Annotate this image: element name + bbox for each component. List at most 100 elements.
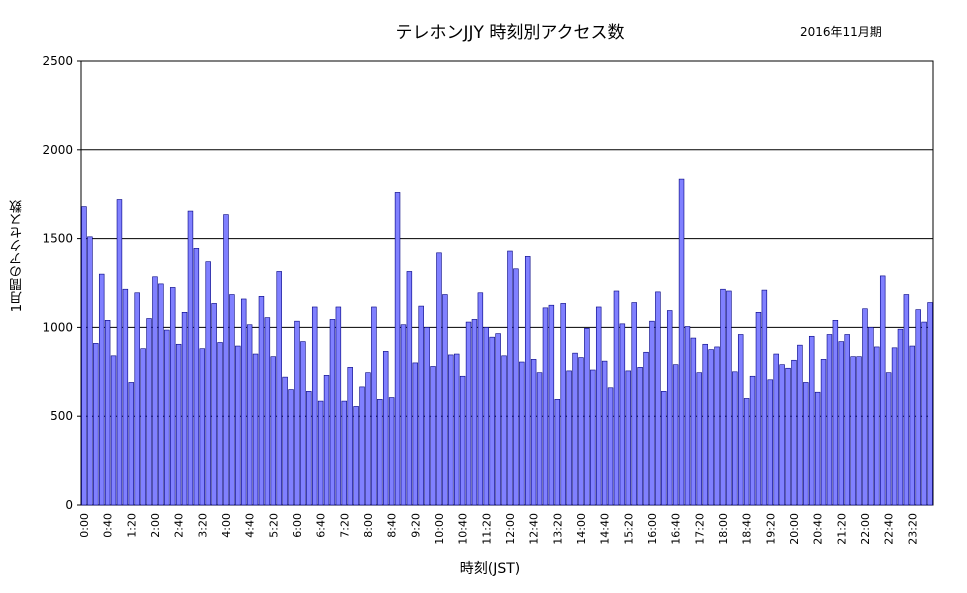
bar bbox=[879, 275, 886, 506]
bar bbox=[714, 346, 720, 506]
bar bbox=[382, 351, 389, 506]
bar bbox=[536, 372, 543, 506]
bar bbox=[773, 353, 779, 506]
bar bbox=[850, 356, 856, 506]
bar bbox=[146, 318, 152, 506]
bar bbox=[767, 379, 774, 506]
x-tick-label: 14:00 bbox=[575, 513, 588, 545]
bar bbox=[826, 334, 833, 506]
chart-subtitle: 2016年11月期 bbox=[800, 25, 882, 39]
bar bbox=[164, 329, 170, 506]
bar bbox=[217, 342, 223, 506]
x-tick-label: 19:20 bbox=[764, 513, 777, 545]
bar bbox=[223, 214, 229, 506]
x-tick-label: 2:40 bbox=[173, 513, 186, 538]
bar bbox=[625, 370, 632, 506]
bar bbox=[803, 382, 809, 506]
bar bbox=[619, 323, 626, 506]
x-tick-label: 16:40 bbox=[670, 513, 683, 545]
x-tick-label: 12:00 bbox=[504, 513, 517, 545]
bar bbox=[862, 308, 868, 506]
x-tick-label: 10:40 bbox=[457, 513, 470, 545]
y-tick-label: 2500 bbox=[42, 54, 73, 68]
bar bbox=[288, 389, 294, 506]
y-tick-label: 2000 bbox=[42, 143, 73, 157]
bar bbox=[412, 362, 419, 506]
bar bbox=[808, 335, 815, 506]
x-tick-label: 11:20 bbox=[480, 513, 493, 545]
bar bbox=[353, 406, 359, 506]
x-tick-label: 16:00 bbox=[646, 513, 659, 545]
x-tick-label: 8:40 bbox=[386, 513, 399, 538]
bar bbox=[335, 306, 342, 506]
bar bbox=[791, 359, 797, 506]
bar bbox=[743, 398, 750, 506]
bar bbox=[755, 311, 762, 506]
bar bbox=[169, 287, 176, 506]
bars bbox=[81, 178, 933, 506]
bar bbox=[116, 199, 123, 506]
x-tick-label: 9:20 bbox=[409, 513, 422, 538]
x-tick-label: 4:40 bbox=[244, 513, 257, 538]
bar bbox=[785, 367, 791, 506]
x-tick-label: 18:40 bbox=[741, 513, 754, 545]
bar bbox=[258, 296, 265, 506]
x-tick-label: 8:00 bbox=[362, 513, 375, 538]
bar bbox=[737, 334, 744, 506]
bar bbox=[93, 343, 99, 506]
bar bbox=[158, 283, 164, 506]
bar bbox=[797, 344, 803, 506]
bar bbox=[690, 337, 697, 506]
bar bbox=[661, 391, 667, 506]
bar bbox=[317, 400, 324, 506]
x-tick-label: 10:00 bbox=[433, 513, 446, 545]
bar bbox=[566, 370, 572, 506]
bar bbox=[513, 268, 519, 506]
x-tick-label: 6:00 bbox=[291, 513, 304, 538]
bar bbox=[104, 319, 111, 506]
bar bbox=[696, 372, 703, 506]
x-tick-label: 6:40 bbox=[315, 513, 328, 538]
x-tick-label: 15:20 bbox=[622, 513, 635, 545]
bar bbox=[578, 357, 584, 506]
bar bbox=[708, 349, 714, 506]
bar bbox=[394, 192, 401, 506]
bar bbox=[891, 347, 898, 506]
y-tick-label: 1500 bbox=[42, 232, 73, 246]
bar bbox=[720, 288, 726, 506]
bar bbox=[477, 292, 484, 506]
bar bbox=[311, 306, 318, 506]
bar bbox=[844, 334, 850, 506]
bar bbox=[637, 367, 643, 506]
y-tick-label: 500 bbox=[50, 409, 73, 423]
x-tick-label: 20:00 bbox=[788, 513, 801, 545]
x-tick-label: 3:20 bbox=[196, 513, 209, 538]
bar bbox=[442, 294, 448, 506]
bar bbox=[495, 333, 501, 506]
bar bbox=[347, 367, 353, 506]
bar bbox=[732, 371, 738, 506]
x-tick-label: 18:00 bbox=[717, 513, 730, 545]
bar bbox=[684, 326, 691, 506]
bar bbox=[779, 364, 785, 506]
bar bbox=[300, 341, 306, 506]
bar bbox=[927, 302, 933, 506]
bar bbox=[87, 236, 93, 506]
y-tick-label: 1000 bbox=[42, 320, 73, 334]
bar bbox=[282, 376, 288, 506]
bar bbox=[548, 304, 555, 506]
bar bbox=[530, 359, 537, 506]
bar bbox=[418, 305, 424, 506]
bar bbox=[915, 309, 921, 506]
bar bbox=[501, 355, 507, 506]
bar bbox=[264, 317, 271, 506]
bar bbox=[365, 372, 371, 506]
bar bbox=[814, 391, 821, 506]
bar bbox=[572, 352, 578, 506]
bar bbox=[388, 397, 395, 506]
bar bbox=[465, 321, 472, 506]
bar bbox=[98, 273, 105, 506]
x-tick-label: 20:40 bbox=[812, 513, 825, 545]
bar bbox=[240, 298, 247, 506]
bar bbox=[607, 387, 614, 506]
